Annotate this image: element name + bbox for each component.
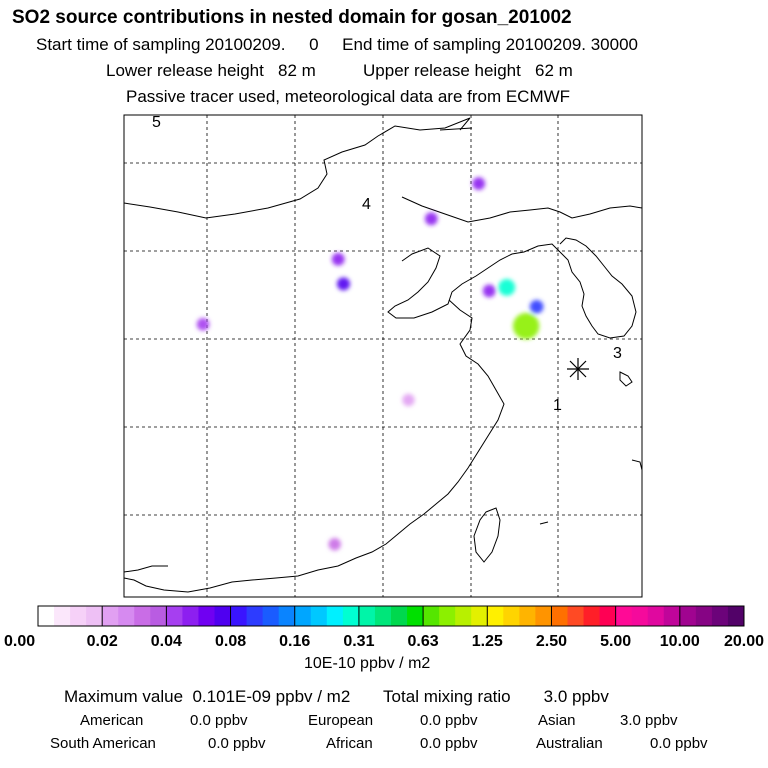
map-label-5: 5 [152, 114, 161, 131]
colorbar-swatch [182, 606, 199, 626]
source-blob [529, 299, 544, 314]
region-label: Asian [538, 712, 576, 729]
region-label: South American [50, 735, 156, 752]
colorbar-swatch [567, 606, 585, 626]
map-label-4: 4 [362, 196, 371, 213]
colorbar-swatch [711, 606, 729, 626]
source-blob [196, 318, 210, 331]
colorbar-tick-label: 2.50 [536, 633, 567, 650]
colorbar-swatch [391, 606, 408, 626]
region-value: 3.0 ppbv [620, 712, 678, 729]
colorbar-swatch [439, 606, 456, 626]
region-value: 0.0 ppbv [208, 735, 266, 752]
colorbar-swatch [535, 606, 552, 626]
colorbar-swatch [631, 606, 649, 626]
source-blob [336, 277, 351, 291]
colorbar-swatch [519, 606, 536, 626]
colorbar-swatch [358, 606, 376, 626]
map-grid [124, 115, 642, 597]
source-blob [472, 177, 486, 191]
colorbar-swatch [663, 606, 681, 626]
colorbar-swatch [695, 606, 713, 626]
colorbar-swatch [471, 606, 488, 626]
colorbar-swatch [246, 606, 264, 626]
concentration-field [196, 177, 544, 551]
colorbar-units: 10E-10 ppbv / m2 [304, 655, 431, 672]
map-label-1: 1 [553, 397, 562, 414]
colorbar-swatch [551, 606, 568, 626]
colorbar-swatch [278, 606, 296, 626]
region-mixing-table: American 0.0 ppbv European 0.0 ppbv Asia… [0, 712, 768, 752]
map-label-3: 3 [613, 345, 622, 362]
region-label: Australian [536, 735, 603, 752]
colorbar-swatch [679, 606, 697, 626]
colorbar-swatch [407, 606, 424, 626]
region-value: 0.0 ppbv [190, 712, 248, 729]
source-blob [498, 278, 516, 296]
colorbar-tick-label: 5.00 [600, 633, 631, 650]
colorbar-tick-label: 10.00 [660, 633, 700, 650]
colorbar-tick-label: 0.04 [151, 633, 182, 650]
colorbar-swatch [118, 606, 135, 626]
max-value-line: Maximum value 0.101E-09 ppbv / m2 Total … [64, 687, 609, 706]
source-blob [512, 312, 540, 340]
colorbar-swatch [134, 606, 151, 626]
colorbar-swatch [326, 606, 344, 626]
colorbar-tick-label: 0.31 [343, 633, 374, 650]
colorbar-tick-label: 0.00 [4, 633, 35, 650]
tracer-info-line: Passive tracer used, meteorological data… [126, 87, 571, 106]
colorbar-swatch [166, 606, 183, 626]
colorbar-swatch [599, 606, 617, 626]
colorbar-tick-label: 0.16 [279, 633, 310, 650]
colorbar-swatch [86, 606, 103, 626]
colorbar-swatch [294, 606, 312, 626]
colorbar-tick-label: 0.02 [87, 633, 118, 650]
source-blob [328, 537, 341, 551]
source-blob [402, 393, 415, 407]
colorbar-swatch [262, 606, 280, 626]
colorbar-swatch [342, 606, 360, 626]
region-value: 0.0 ppbv [650, 735, 708, 752]
colorbar-swatch [150, 606, 167, 626]
colorbar-swatch [198, 606, 215, 626]
chart-title: SO2 source contributions in nested domai… [12, 7, 572, 28]
colorbar-swatch [647, 606, 665, 626]
colorbar-swatch [214, 606, 232, 626]
source-blob [424, 212, 438, 226]
colorbar-swatch [374, 606, 392, 626]
region-label: African [326, 735, 373, 752]
colorbar-swatch [38, 606, 55, 626]
source-blob [482, 284, 496, 298]
colorbar-tick-label: 0.63 [408, 633, 439, 650]
sampling-time-line: Start time of sampling 20100209. 0 End t… [36, 35, 638, 54]
region-label: European [308, 712, 374, 729]
colorbar-swatch [503, 606, 520, 626]
colorbar [37, 605, 745, 627]
region-value: 0.0 ppbv [420, 712, 478, 729]
release-height-line: Lower release height 82 m Upper release … [106, 61, 573, 80]
source-blob [331, 252, 345, 266]
colorbar-swatch [727, 606, 745, 626]
colorbar-swatch [455, 606, 472, 626]
colorbar-tick-label: 0.08 [215, 633, 246, 650]
colorbar-swatch [70, 606, 87, 626]
colorbar-swatch [615, 606, 633, 626]
colorbar-swatch [230, 606, 248, 626]
region-label: American [80, 712, 144, 729]
colorbar-tick-label: 1.25 [472, 633, 503, 650]
region-value: 0.0 ppbv [420, 735, 478, 752]
colorbar-swatch [583, 606, 601, 626]
colorbar-swatch [310, 606, 328, 626]
colorbar-swatch [423, 606, 440, 626]
colorbar-swatch [102, 606, 119, 626]
colorbar-swatch [54, 606, 71, 626]
colorbar-tick-label: 20.00 [724, 633, 764, 650]
coastlines [123, 117, 643, 593]
colorbar-tick-labels: 0.00 0.02 0.04 0.08 0.16 0.31 0.63 1.25 2.50 5.00… [4, 633, 764, 650]
colorbar-swatch [487, 606, 504, 626]
star-icon [567, 358, 589, 380]
